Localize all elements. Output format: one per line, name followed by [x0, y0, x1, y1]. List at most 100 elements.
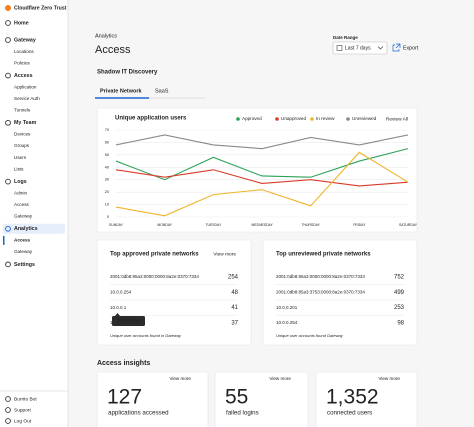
series-line	[115, 148, 409, 181]
tab[interactable]: SaaS	[155, 88, 169, 94]
insights-title: Access insights	[97, 360, 150, 367]
insight-label: applications accessed	[108, 410, 169, 417]
nav-item[interactable]: Home	[14, 20, 29, 26]
date-range-value: Last 7 days	[345, 45, 371, 51]
x-tick-label: TUESDAY	[205, 223, 222, 227]
nav-subitem[interactable]: Groups	[14, 143, 30, 148]
y-tick-label: 50	[105, 153, 109, 157]
view-more-link[interactable]: View more	[378, 376, 400, 381]
nav-item[interactable]: Logs	[14, 179, 27, 185]
nav-subitem[interactable]: Gateway	[14, 249, 33, 254]
table-title: Top approved private networks	[110, 252, 199, 258]
section-title: Shadow IT Discovery	[97, 70, 158, 76]
footer-item[interactable]: Support	[14, 407, 31, 413]
review-all-link[interactable]: Review All	[386, 116, 408, 122]
x-tick-label: SUNDAY	[109, 223, 124, 227]
chart-title: Unique application users	[115, 116, 187, 122]
nav-icon	[5, 37, 11, 43]
footer-icon	[5, 396, 11, 402]
nav-subitem[interactable]: Policies	[14, 60, 31, 65]
table-footnote: Unique user accounts found in Gateway	[110, 333, 182, 338]
insight-label: failed logins	[226, 410, 259, 417]
row-label: 10.0.0.254	[110, 289, 132, 294]
nav-subitem[interactable]: Gateway	[14, 214, 33, 219]
nav-subitem[interactable]: Access	[14, 238, 31, 243]
x-tick-label: FRIDAY	[353, 223, 366, 227]
nav-item[interactable]: Analytics	[14, 226, 38, 232]
legend-swatch	[346, 117, 350, 121]
nav-subitem[interactable]: Tunnels	[14, 108, 31, 113]
series-line	[115, 169, 409, 187]
y-tick-label: 30	[105, 178, 109, 182]
row-label: 10.0.0.1	[110, 305, 127, 310]
y-tick-label: 60	[105, 140, 109, 144]
tooltip-arrow	[115, 313, 120, 316]
nav-item[interactable]: Settings	[14, 262, 35, 268]
row-label: 2001:0db8:85a3:0000:0000:8a2e:0370:7334	[276, 274, 365, 279]
footer-icon	[5, 407, 11, 413]
table-footnote: Unique user accounts found Gateway	[276, 333, 344, 338]
row-value: 98	[397, 320, 404, 326]
x-tick-label: THURSDAY	[301, 223, 320, 227]
series-line	[115, 151, 409, 217]
page-title: Access	[95, 44, 131, 56]
export-link[interactable]: Export	[403, 45, 419, 51]
row-value: 41	[231, 305, 238, 311]
card	[262, 239, 418, 346]
row-value: 253	[394, 305, 405, 311]
tab[interactable]: Private Network	[100, 88, 143, 94]
nav-subitem[interactable]: Access	[14, 202, 30, 207]
y-tick-label: 10	[105, 203, 109, 207]
x-tick-label: WEDNESDAY	[251, 223, 273, 227]
nav-subitem[interactable]: Lists	[14, 166, 24, 171]
nav-subitem[interactable]: Service Auth	[14, 96, 40, 101]
legend-swatch	[310, 117, 314, 121]
nav-item[interactable]: My Team	[14, 120, 37, 126]
table-title: Top unreviewed private networks	[276, 252, 371, 258]
nav-subitem[interactable]: Locations	[14, 49, 34, 54]
sidebar-bg	[0, 0, 68, 427]
footer-icon	[5, 418, 11, 424]
row-label: 10.0.0.254	[276, 320, 298, 325]
series-line	[115, 134, 409, 150]
nav-item[interactable]: Gateway	[14, 37, 36, 43]
view-more-link[interactable]: View more	[213, 251, 236, 257]
legend-label: Unapproved	[281, 116, 306, 121]
tooltip-text: Jfrei Server	[117, 318, 141, 323]
brand-logo	[5, 5, 11, 11]
view-more-link[interactable]: View more	[169, 376, 191, 381]
nav-icon	[5, 72, 11, 79]
nav-icon	[5, 119, 11, 126]
card	[96, 107, 418, 233]
nav-subitem[interactable]: Devices	[14, 132, 31, 137]
nav-active-bg	[3, 223, 65, 234]
row-label: 10.0.0.201	[276, 305, 298, 310]
date-range-select[interactable]	[332, 41, 388, 55]
row-value: 752	[394, 275, 405, 281]
nav-subitem[interactable]: Application	[14, 84, 37, 89]
row-value: 48	[231, 290, 238, 296]
legend-label: Approved	[242, 116, 262, 121]
y-tick-label: 40	[105, 165, 109, 169]
brand: Cloudflare Zero Trust	[14, 5, 67, 11]
x-tick-label: MONDAY	[157, 223, 172, 227]
breadcrumb: Analytics	[95, 33, 117, 39]
nav-subitem[interactable]: Users	[14, 155, 27, 160]
nav-icon	[5, 225, 11, 232]
card	[96, 371, 209, 427]
legend-swatch	[275, 117, 279, 121]
view-more-link[interactable]: View more	[269, 376, 291, 381]
footer-item[interactable]: Burrito Bot	[14, 396, 37, 402]
export-icon	[392, 43, 401, 52]
insight-value: 1,352	[326, 386, 379, 409]
x-tick-label: SATURDAY	[399, 223, 418, 227]
nav-item[interactable]: Access	[14, 73, 33, 79]
insight-label: connected users	[327, 410, 372, 417]
nav-subitem[interactable]: Admin	[14, 190, 27, 195]
legend-label: Unreviewed	[352, 116, 377, 121]
tooltip-bg	[112, 316, 145, 326]
row-label: 2001:0db8:85a3:0000:0000:8a2e:0370:7334	[110, 274, 199, 279]
nav-selected-bar	[3, 235, 5, 245]
footer-item[interactable]: Log Out	[14, 418, 32, 424]
